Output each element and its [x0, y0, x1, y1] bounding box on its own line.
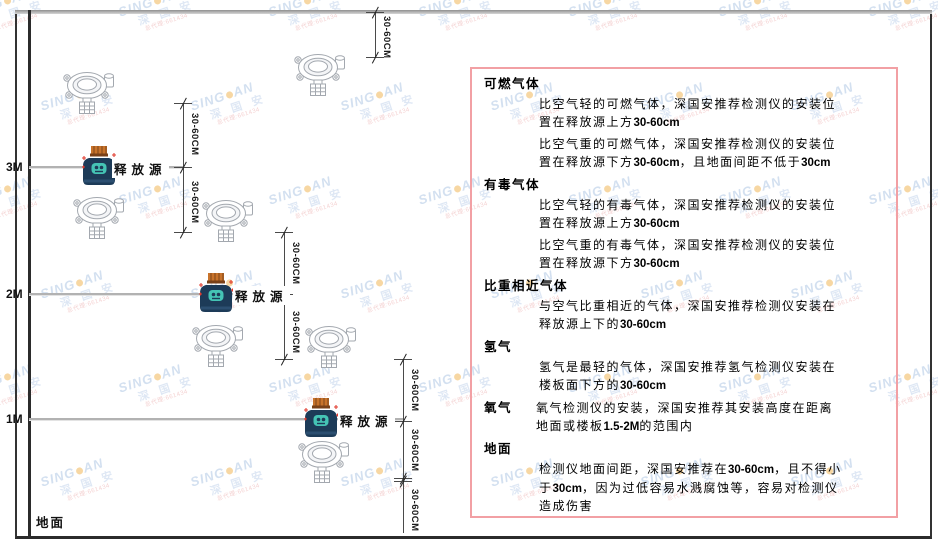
- watermark-dot-icon: [452, 0, 462, 6]
- panel-section-4: 氧气 氧气检测仪的安装，深国安推荐其安装高度在距离地面或楼板1.5-2M的范围内: [484, 400, 886, 436]
- watermark-dot-icon: [302, 0, 312, 6]
- section-paragraph: 比空气轻的有毒气体，深国安推荐检测仪的安装位置在释放源上方30-60cm: [539, 198, 837, 230]
- section-paragraph: 氢气是最轻的气体，深国安推荐氢气检测仪安装在楼板面下方的30-60cm: [539, 360, 837, 392]
- watermark-dot-icon: [2, 0, 12, 6]
- panel-section-1: 有毒气体比空气轻的有毒气体，深国安推荐检测仪的安装位置在释放源上方30-60cm…: [484, 177, 886, 273]
- section-heading: 地面: [484, 442, 513, 456]
- panel-section-2: 比重相近气体与空气比重相近的气体，深国安推荐检测仪安装在释放源上下的30-60c…: [484, 278, 886, 334]
- section-paragraph: 比空气轻的可燃气体，深国安推荐检测仪的安装位置在释放源上方30-60cm: [539, 97, 837, 129]
- ceiling-line: [15, 10, 932, 14]
- wall-line: [28, 10, 31, 536]
- section-heading: 有毒气体: [484, 178, 541, 192]
- section-paragraph: 与空气比重相近的气体，深国安推荐检测仪安装在释放源上下的30-60cm: [539, 299, 837, 331]
- watermark-dot-icon: [902, 0, 912, 6]
- section-paragraph: 氧气检测仪的安装，深国安推荐其安装高度在距离地面或楼板1.5-2M的范围内: [536, 401, 834, 433]
- info-panel-body: 可燃气体比空气轻的可燃气体，深国安推荐检测仪的安装位置在释放源上方30-60cm…: [484, 76, 886, 516]
- panel-section-0: 可燃气体比空气轻的可燃气体，深国安推荐检测仪的安装位置在释放源上方30-60cm…: [484, 76, 886, 172]
- watermark-dot-icon: [602, 0, 612, 6]
- section-paragraph: 比空气重的可燃气体，深国安推荐检测仪的安装位置在释放源下方30-60cm，且地面…: [539, 137, 837, 169]
- section-paragraph: 比空气重的有毒气体，深国安推荐检测仪的安装位置在释放源下方30-60cm: [539, 238, 837, 270]
- watermark-dot-icon: [152, 0, 162, 6]
- watermark-dot-icon: [2, 184, 12, 194]
- section-heading: 氢气: [484, 340, 513, 354]
- panel-section-5: 地面检测仪地面间距，深国安推荐在30-60cm，且不得小于30cm，因为过低容易…: [484, 441, 886, 516]
- section-heading: 氧气: [484, 401, 513, 415]
- watermark-dot-icon: [752, 0, 762, 6]
- section-heading: 可燃气体: [484, 77, 541, 91]
- info-panel: 可燃气体比空气轻的可燃气体，深国安推荐检测仪的安装位置在释放源上方30-60cm…: [470, 67, 898, 518]
- watermark-dot-icon: [2, 372, 12, 382]
- section-paragraph: 检测仪地面间距，深国安推荐在30-60cm，且不得小于30cm，因为过低容易水溅…: [539, 462, 842, 513]
- section-heading: 比重相近气体: [484, 279, 569, 293]
- panel-section-3: 氢气氢气是最轻的气体，深国安推荐氢气检测仪安装在楼板面下方的30-60cm: [484, 339, 886, 395]
- room-frame: [15, 10, 932, 539]
